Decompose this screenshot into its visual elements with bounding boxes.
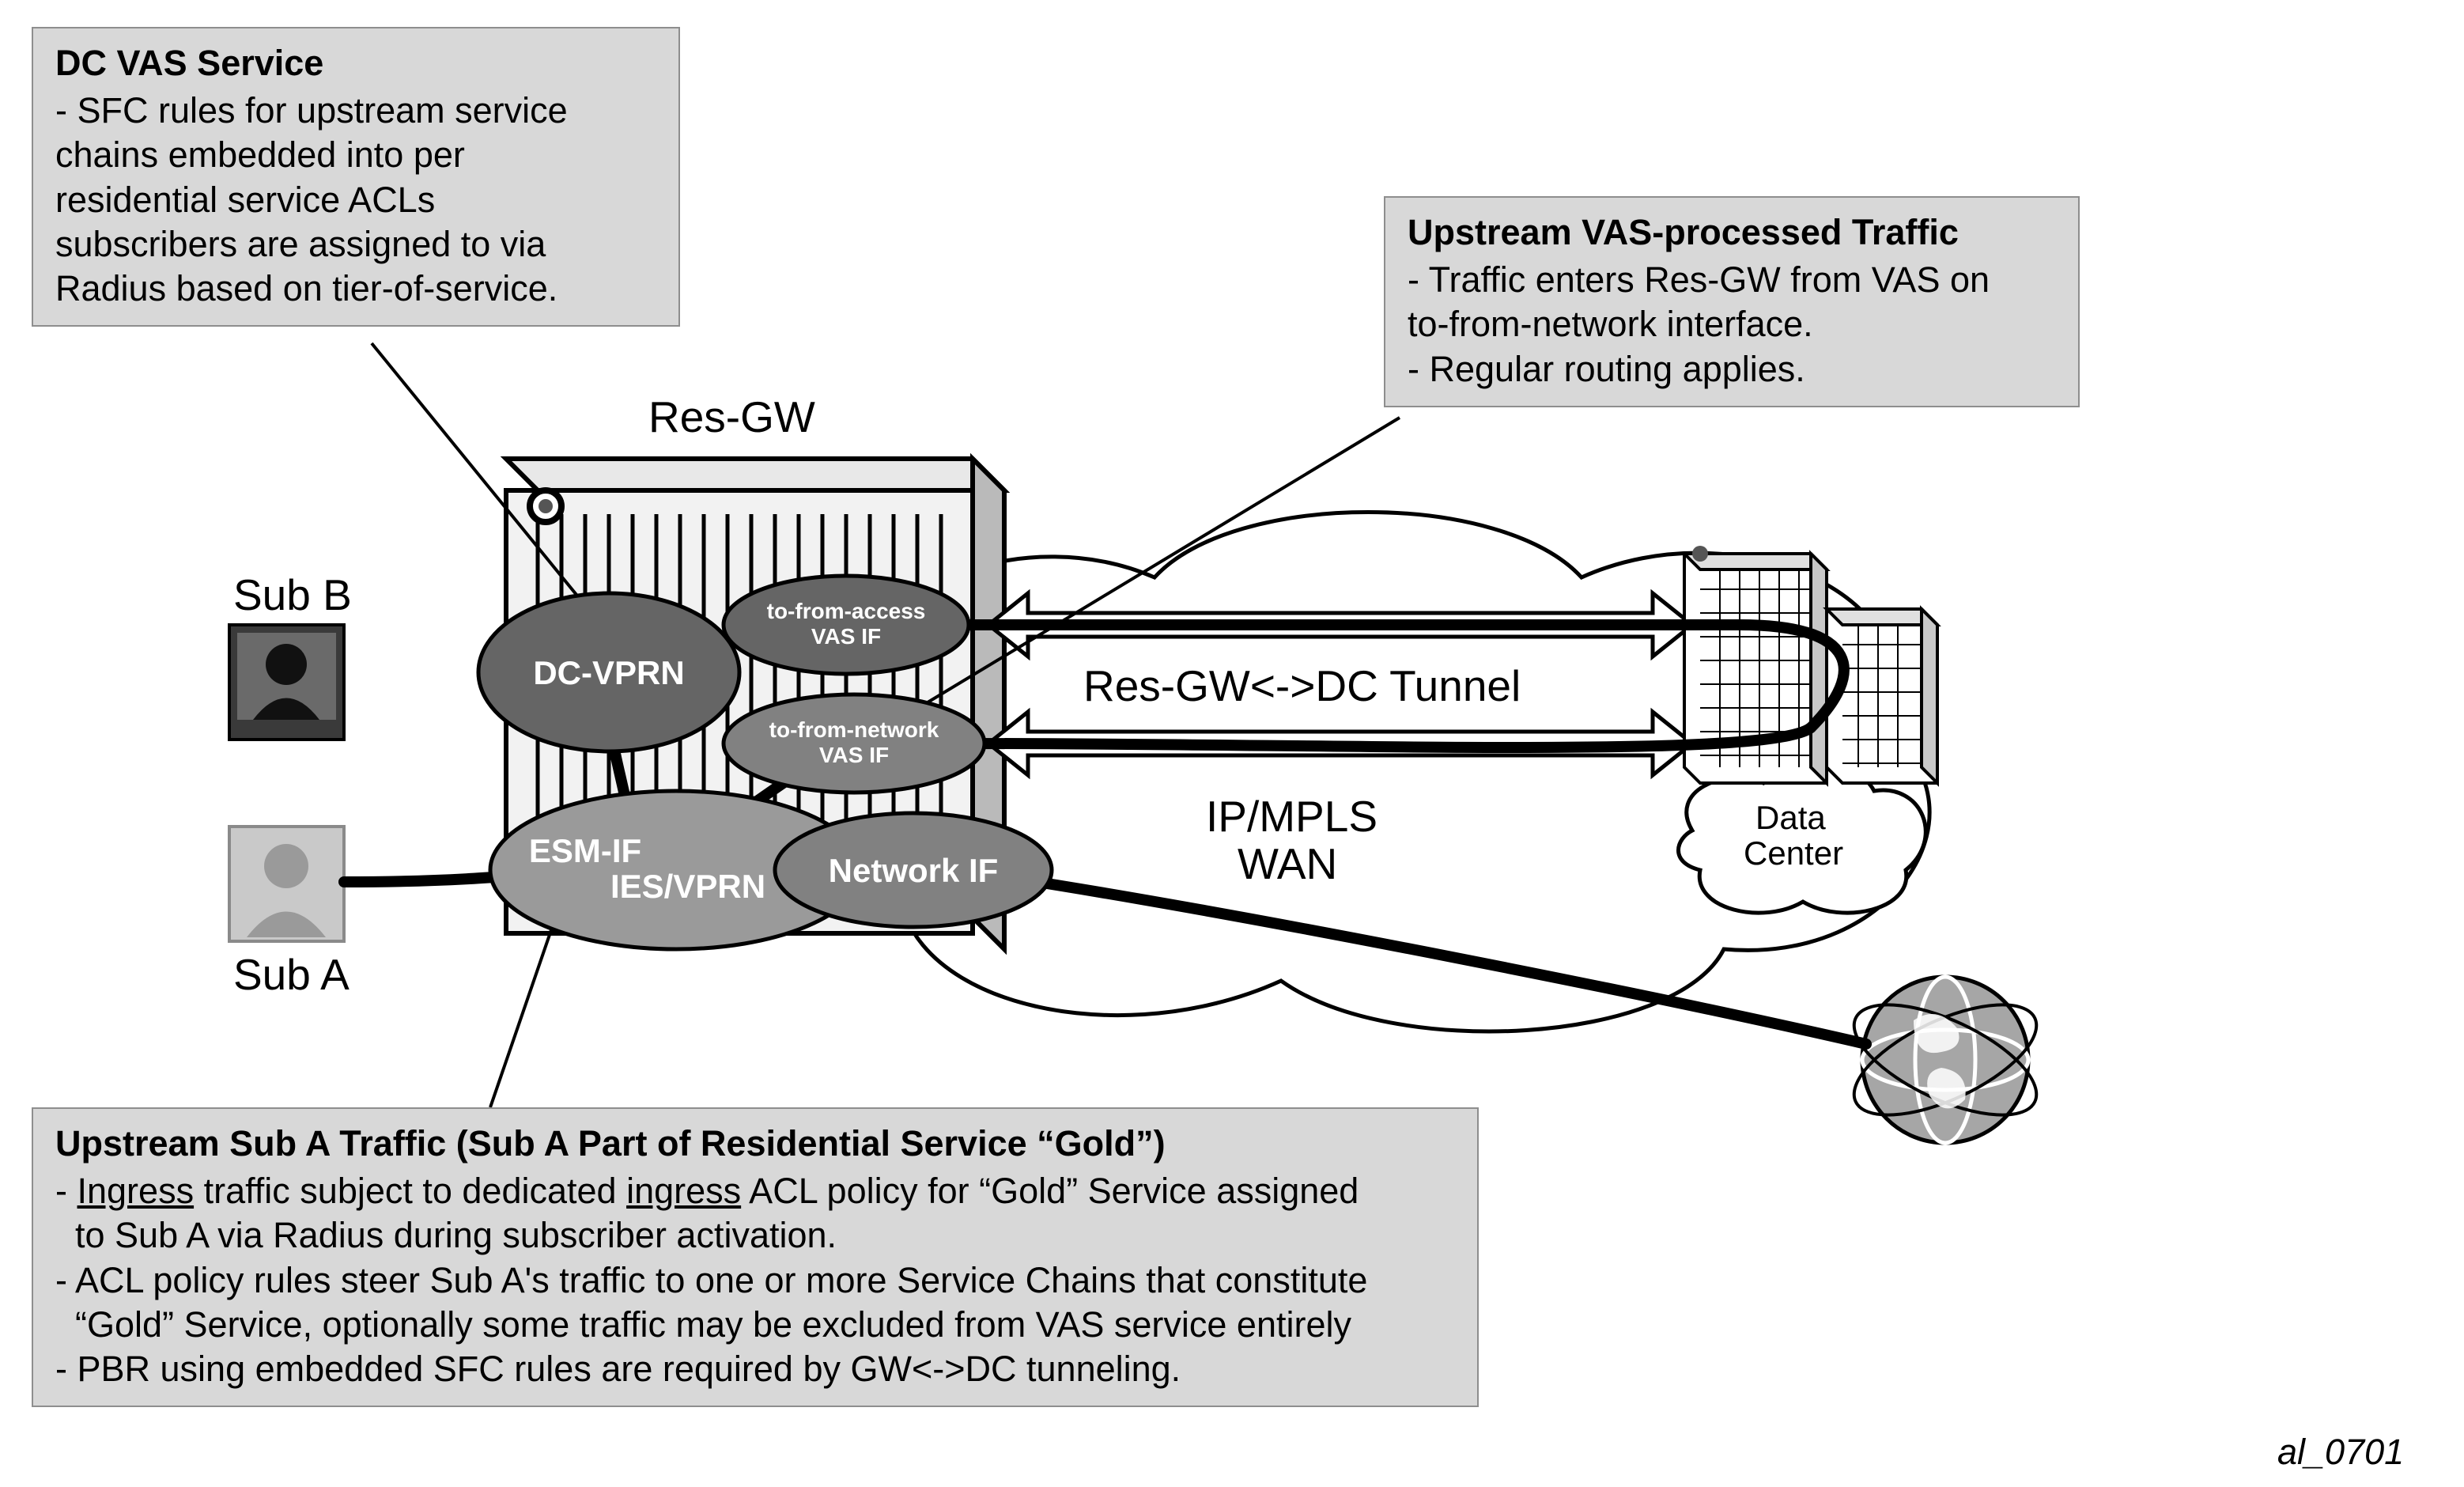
suba-b7: - ACL policy rules steer Sub A's traffic… (55, 1260, 1367, 1300)
ellipse-network-if: Network IF (775, 813, 1052, 927)
tfa-label-1: to-from-access (767, 599, 926, 623)
suba-b6: to Sub A via Radius during subscriber ac… (55, 1215, 837, 1255)
label-dc1: Data (1755, 799, 1826, 837)
label-resgw: Res-GW (648, 392, 815, 442)
suba-b4: ingress (626, 1171, 741, 1211)
callout-suba-body: - Ingress traffic subject to dedicated i… (55, 1169, 1455, 1391)
ellipse-to-from-access: to-from-access VAS IF (724, 576, 969, 674)
callout-up-body: - Traffic enters Res-GW from VAS on to-f… (1408, 258, 2056, 392)
tfn-label-2: VAS IF (819, 743, 889, 767)
suba-user-icon (229, 827, 344, 941)
ies-label: IES/VPRN (610, 868, 765, 905)
esm-label: ESM-IF (529, 832, 641, 869)
label-wan2: WAN (1238, 838, 1337, 889)
label-suba: Sub A (233, 949, 350, 1000)
label-dc2: Center (1744, 834, 1843, 872)
callout-suba-title: Upstream Sub A Traffic (Sub A Part of Re… (55, 1123, 1455, 1164)
callout-suba-traffic: Upstream Sub A Traffic (Sub A Part of Re… (32, 1107, 1479, 1407)
suba-b1: - (55, 1171, 77, 1211)
label-wan1: IP/MPLS (1206, 791, 1377, 842)
label-subb: Sub B (233, 569, 352, 620)
callout-dc-body: - SFC rules for upstream service chains … (55, 89, 656, 311)
suba-b3: traffic subject to dedicated (194, 1171, 626, 1211)
dcvprn-label: DC-VPRN (533, 654, 684, 691)
callout-dc-title: DC VAS Service (55, 43, 656, 84)
suba-b8: “Gold” Service, optionally some traffic … (55, 1304, 1351, 1345)
subb-user-icon (229, 625, 344, 740)
figure-id: al_0701 (2277, 1432, 2404, 1473)
tfa-label-2: VAS IF (811, 624, 881, 649)
callout-dc-vas: DC VAS Service - SFC rules for upstream … (32, 27, 680, 327)
globe-icon (1839, 977, 2052, 1143)
label-tunnel: Res-GW<->DC Tunnel (1083, 660, 1521, 711)
suba-b2: Ingress (77, 1171, 195, 1211)
ellipse-to-from-network: to-from-network VAS IF (724, 694, 984, 793)
callout-upstream-vas: Upstream VAS-processed Traffic - Traffic… (1384, 196, 2080, 407)
tfn-label-1: to-from-network (769, 717, 939, 742)
netif-label: Network IF (829, 852, 999, 889)
ellipse-dcvprn: DC-VPRN (478, 593, 739, 751)
suba-b9: - PBR using embedded SFC rules are requi… (55, 1349, 1181, 1389)
callout-up-title: Upstream VAS-processed Traffic (1408, 212, 2056, 253)
suba-b5: ACL policy for “Gold” Service assigned (741, 1171, 1359, 1211)
